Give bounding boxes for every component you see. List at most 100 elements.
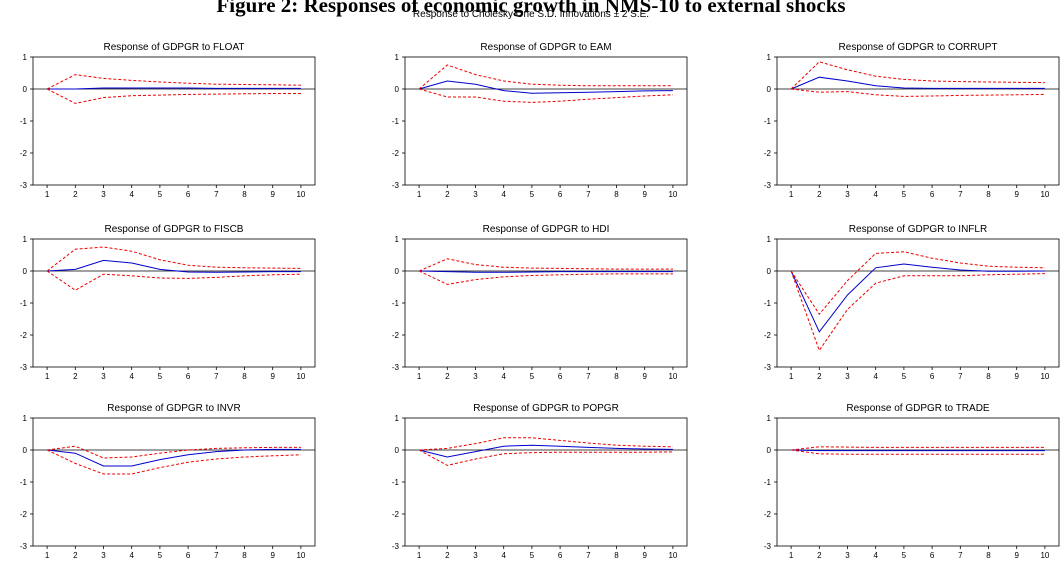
x-tick-label: 7 — [214, 190, 219, 199]
y-tick-label: -1 — [764, 299, 772, 308]
x-tick-label: 10 — [296, 190, 305, 199]
x-tick-label: 8 — [242, 372, 247, 381]
x-tick-label: 1 — [45, 551, 50, 560]
y-tick-label: 0 — [23, 267, 28, 276]
x-tick-label: 10 — [1040, 372, 1049, 381]
x-tick-label: 10 — [296, 372, 305, 381]
plot-frame — [776, 417, 1060, 547]
y-tick-label: -2 — [20, 331, 28, 340]
irf-panel: Response of GDPGR to TRADE -3 -2 -1 0 1 1 2 3 4 5 6… — [764, 403, 1060, 560]
y-tick-label: 1 — [395, 235, 400, 244]
y-tick-label: 0 — [23, 446, 28, 455]
y-tick-label: -3 — [392, 363, 400, 372]
x-tick-label: 6 — [558, 190, 563, 199]
panel-title: Response of GDPGR to FLOAT — [104, 42, 245, 53]
x-tick-label: 3 — [101, 551, 106, 560]
y-tick-label: 1 — [767, 235, 772, 244]
x-tick-label: 4 — [129, 190, 134, 199]
plot-frame — [32, 56, 316, 186]
x-tick-label: 1 — [417, 190, 422, 199]
y-tick-label: -3 — [20, 542, 28, 551]
irf-panel: Response of GDPGR to CORRUPT -3 -2 -1 0 1 1 2 3 4… — [764, 42, 1060, 199]
y-tick-label: 0 — [767, 446, 772, 455]
y-tick-label: 1 — [767, 53, 772, 62]
x-tick-label: 5 — [530, 551, 535, 560]
y-tick-label: -3 — [392, 542, 400, 551]
x-tick-label: 7 — [586, 372, 591, 381]
plot-frame — [404, 238, 688, 368]
lower-band-line — [790, 270, 1045, 352]
x-tick-label: 2 — [817, 551, 822, 560]
upper-band-line — [46, 74, 301, 90]
irf-panel: Response of GDPGR to HDI -3 -2 -1 0 1 1 2 3 4 5 6 7 8… — [392, 224, 688, 381]
y-tick-label: -1 — [392, 117, 400, 126]
lower-band-line — [791, 449, 1045, 455]
response-line — [790, 76, 1045, 90]
y-tick-label: -1 — [20, 299, 28, 308]
x-tick-label: 2 — [73, 190, 78, 199]
x-tick-label: 4 — [873, 372, 878, 381]
x-tick-label: 5 — [902, 190, 907, 199]
y-tick-label: -1 — [392, 478, 400, 487]
y-tick-label: -2 — [20, 510, 28, 519]
x-tick-label: 7 — [958, 190, 963, 199]
upper-band-line — [46, 246, 301, 272]
x-tick-label: 9 — [642, 372, 647, 381]
x-tick-label: 4 — [129, 372, 134, 381]
panel-title: Response of GDPGR to POPGR — [473, 403, 619, 414]
x-tick-label: 9 — [642, 190, 647, 199]
x-tick-label: 9 — [270, 190, 275, 199]
x-tick-label: 3 — [101, 372, 106, 381]
y-tick-label: -3 — [764, 542, 772, 551]
y-tick-label: -3 — [764, 363, 772, 372]
x-tick-label: 5 — [530, 372, 535, 381]
x-tick-label: 3 — [101, 190, 106, 199]
x-tick-label: 5 — [902, 551, 907, 560]
upper-band-line — [418, 64, 673, 90]
panel-title: Response of GDPGR to EAM — [480, 42, 611, 53]
y-tick-label: 0 — [767, 267, 772, 276]
x-tick-label: 8 — [986, 551, 991, 560]
y-tick-label: -2 — [764, 510, 772, 519]
y-tick-label: -2 — [392, 331, 400, 340]
x-tick-label: 9 — [1014, 551, 1019, 560]
x-tick-label: 6 — [186, 372, 191, 381]
lower-band-line — [418, 270, 673, 285]
upper-band-line — [790, 251, 1045, 316]
lower-band-line — [791, 88, 1045, 97]
irf-panel: Response of GDPGR to INVR -3 -2 -1 0 1 1 2 3 4 5 6 7… — [20, 403, 316, 560]
x-tick-label: 8 — [614, 551, 619, 560]
x-tick-label: 6 — [186, 551, 191, 560]
x-tick-label: 3 — [845, 372, 850, 381]
plot-frame — [776, 238, 1060, 368]
x-tick-label: 9 — [270, 372, 275, 381]
y-tick-label: 0 — [395, 446, 400, 455]
x-tick-label: 9 — [270, 551, 275, 560]
x-tick-label: 8 — [614, 190, 619, 199]
y-tick-label: 1 — [23, 53, 28, 62]
response-line — [418, 80, 673, 94]
y-tick-label: -1 — [20, 117, 28, 126]
x-tick-label: 5 — [902, 372, 907, 381]
x-tick-label: 10 — [668, 372, 677, 381]
x-tick-label: 3 — [473, 372, 478, 381]
response-line — [47, 87, 301, 90]
x-tick-label: 6 — [186, 190, 191, 199]
response-line — [47, 259, 301, 273]
y-tick-label: -2 — [392, 149, 400, 158]
figure-subtitle: Response to Cholesky One S.D. Innovation… — [412, 9, 650, 20]
x-tick-label: 5 — [530, 190, 535, 199]
y-tick-label: -3 — [392, 181, 400, 190]
x-tick-label: 2 — [817, 372, 822, 381]
irf-panel: Response of GDPGR to INFLR -3 -2 -1 0 1 1 2 3 4 5 6… — [764, 224, 1060, 381]
x-tick-label: 7 — [214, 551, 219, 560]
plot-frame — [404, 417, 688, 547]
y-tick-label: -1 — [764, 117, 772, 126]
x-tick-label: 5 — [158, 372, 163, 381]
x-tick-label: 4 — [873, 190, 878, 199]
x-tick-label: 8 — [986, 372, 991, 381]
x-tick-label: 10 — [1040, 551, 1049, 560]
x-tick-label: 3 — [845, 190, 850, 199]
panel-title: Response of GDPGR to HDI — [483, 224, 610, 235]
